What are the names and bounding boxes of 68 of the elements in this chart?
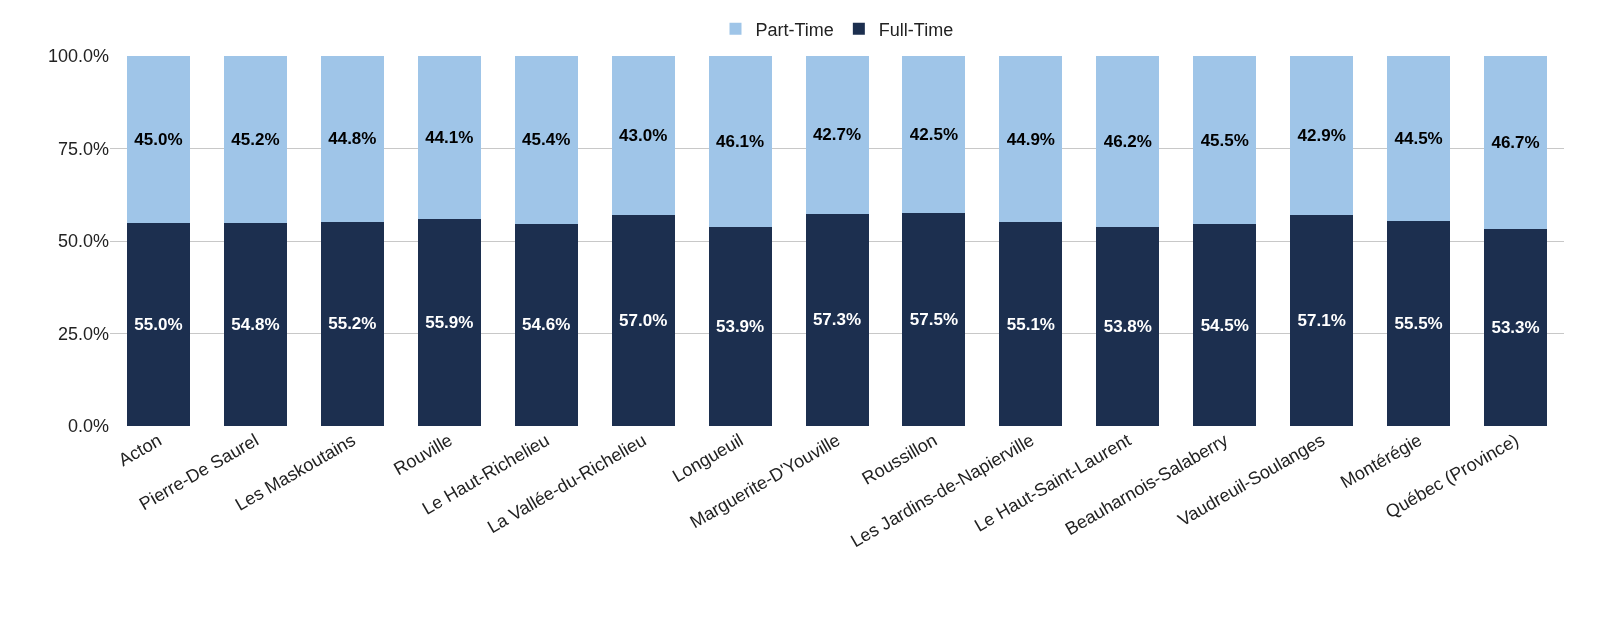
data-label: 55.0%	[134, 314, 183, 334]
bar	[126, 56, 190, 223]
bar	[1290, 56, 1354, 215]
bar	[1096, 226, 1160, 426]
data-label: 53.8%	[1103, 316, 1152, 336]
y-tick-label: 75.0%	[57, 138, 109, 159]
data-label: 45.0%	[134, 129, 183, 149]
y-tick-label: 100.0%	[47, 46, 109, 67]
bar	[223, 56, 287, 224]
bar	[999, 222, 1063, 426]
data-label: 45.2%	[231, 130, 280, 150]
bar	[902, 56, 966, 214]
bar	[611, 215, 675, 426]
data-label: 44.1%	[425, 128, 474, 148]
bar	[805, 56, 869, 214]
data-label: 57.5%	[909, 310, 959, 330]
data-label: 46.7%	[1491, 132, 1540, 152]
bar	[126, 222, 190, 426]
data-label: 55.2%	[328, 314, 377, 334]
bar	[1484, 228, 1548, 426]
bar	[1387, 56, 1451, 221]
data-label: 46.1%	[715, 131, 765, 151]
y-tick-label: 0.0%	[67, 416, 109, 437]
bar	[708, 56, 772, 227]
data-label: 44.8%	[328, 129, 377, 149]
data-label: 53.9%	[715, 316, 765, 336]
bar	[708, 226, 772, 426]
bar	[999, 56, 1063, 223]
data-label: 44.9%	[1006, 129, 1055, 149]
bar	[1096, 56, 1160, 227]
bar	[1484, 56, 1548, 229]
bar	[320, 221, 384, 426]
data-label: 54.8%	[231, 315, 280, 335]
bar	[902, 213, 966, 426]
data-label: 43.0%	[619, 126, 668, 146]
legend-label: Part-Time	[755, 19, 834, 40]
data-label: 53.3%	[1491, 317, 1540, 337]
data-label: 55.1%	[1006, 314, 1055, 334]
data-label: 57.1%	[1297, 310, 1346, 330]
data-label: 42.9%	[1297, 125, 1346, 145]
x-tick-label: Acton	[115, 429, 165, 471]
data-label: 45.5%	[1200, 130, 1249, 150]
data-label: 45.4%	[522, 130, 571, 150]
data-label: 54.6%	[522, 315, 571, 335]
data-label: 42.5%	[909, 125, 959, 145]
bar	[223, 223, 287, 426]
data-label: 57.0%	[619, 311, 668, 331]
bar	[805, 213, 869, 426]
data-label: 42.7%	[812, 125, 862, 145]
data-label: 44.5%	[1394, 128, 1443, 148]
data-label: 57.3%	[812, 310, 862, 330]
data-label: 55.5%	[1394, 313, 1443, 333]
bar	[611, 56, 675, 216]
data-label: 54.5%	[1200, 315, 1249, 335]
bar	[514, 56, 578, 224]
bar	[1193, 224, 1257, 426]
y-tick-label: 50.0%	[57, 231, 109, 252]
bar	[1290, 214, 1354, 426]
bar	[1387, 220, 1451, 426]
data-label: 46.2%	[1103, 131, 1152, 151]
bar	[320, 56, 384, 222]
y-tick-label: 25.0%	[57, 323, 109, 344]
bar	[1193, 56, 1257, 225]
data-label: 55.9%	[425, 313, 474, 333]
bar	[417, 219, 481, 426]
bar	[514, 223, 578, 426]
legend-label: Full-Time	[878, 19, 954, 40]
bar	[417, 56, 481, 220]
